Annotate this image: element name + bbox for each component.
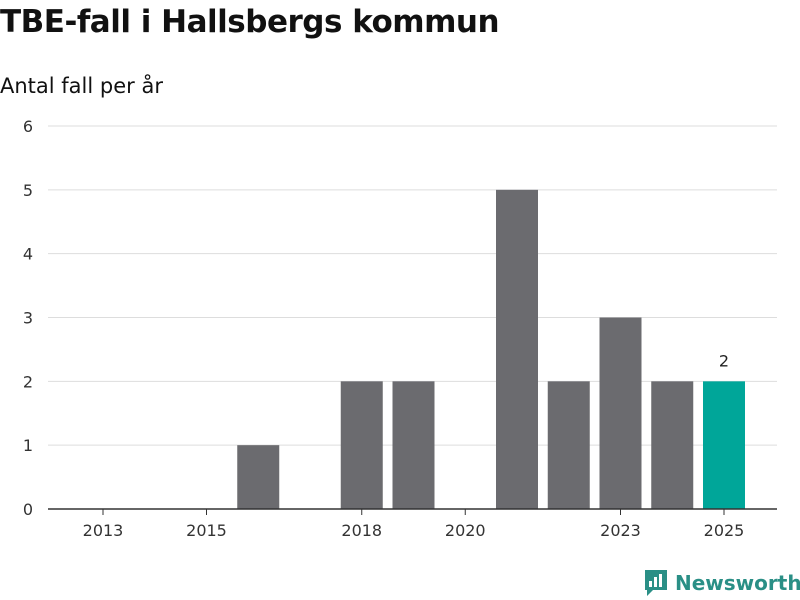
x-tick-label-2025: 2025 [704, 521, 745, 540]
x-tick-label-2020: 2020 [445, 521, 486, 540]
bar-2025 [703, 381, 745, 509]
bar-2024 [651, 381, 694, 509]
brand-name: Newsworthy [675, 571, 800, 595]
y-tick-label-5: 5 [23, 181, 33, 200]
y-tick-label-4: 4 [23, 245, 33, 264]
newsworthy-logo-icon [645, 570, 667, 596]
y-tick-label-0: 0 [23, 500, 33, 519]
chart-subtitle: Antal fall per år [0, 74, 163, 98]
bar-2016 [237, 445, 280, 509]
bar-2019 [392, 381, 435, 509]
bar-chart: 0 1 2 3 4 5 6 2 2013 2015 2018 2020 2023 2025 [23, 117, 777, 540]
bar-2023 [599, 317, 642, 509]
y-tick-label-2: 2 [23, 372, 33, 391]
y-tick-label-1: 1 [23, 436, 33, 455]
y-tick-label-6: 6 [23, 117, 33, 136]
data-label-2025: 2 [719, 351, 729, 370]
chart-title: TBE-fall i Hallsbergs kommun [0, 4, 500, 40]
x-tick-label-2023: 2023 [600, 521, 641, 540]
bar-2021 [496, 189, 538, 510]
bar-2018 [340, 381, 383, 509]
x-tick-label-2013: 2013 [83, 521, 124, 540]
y-tick-label-3: 3 [23, 309, 33, 328]
bar-2022 [547, 381, 590, 509]
newsworthy-logo: Newsworthy [643, 568, 800, 598]
x-tick-label-2018: 2018 [341, 521, 382, 540]
x-tick-label-2015: 2015 [186, 521, 227, 540]
